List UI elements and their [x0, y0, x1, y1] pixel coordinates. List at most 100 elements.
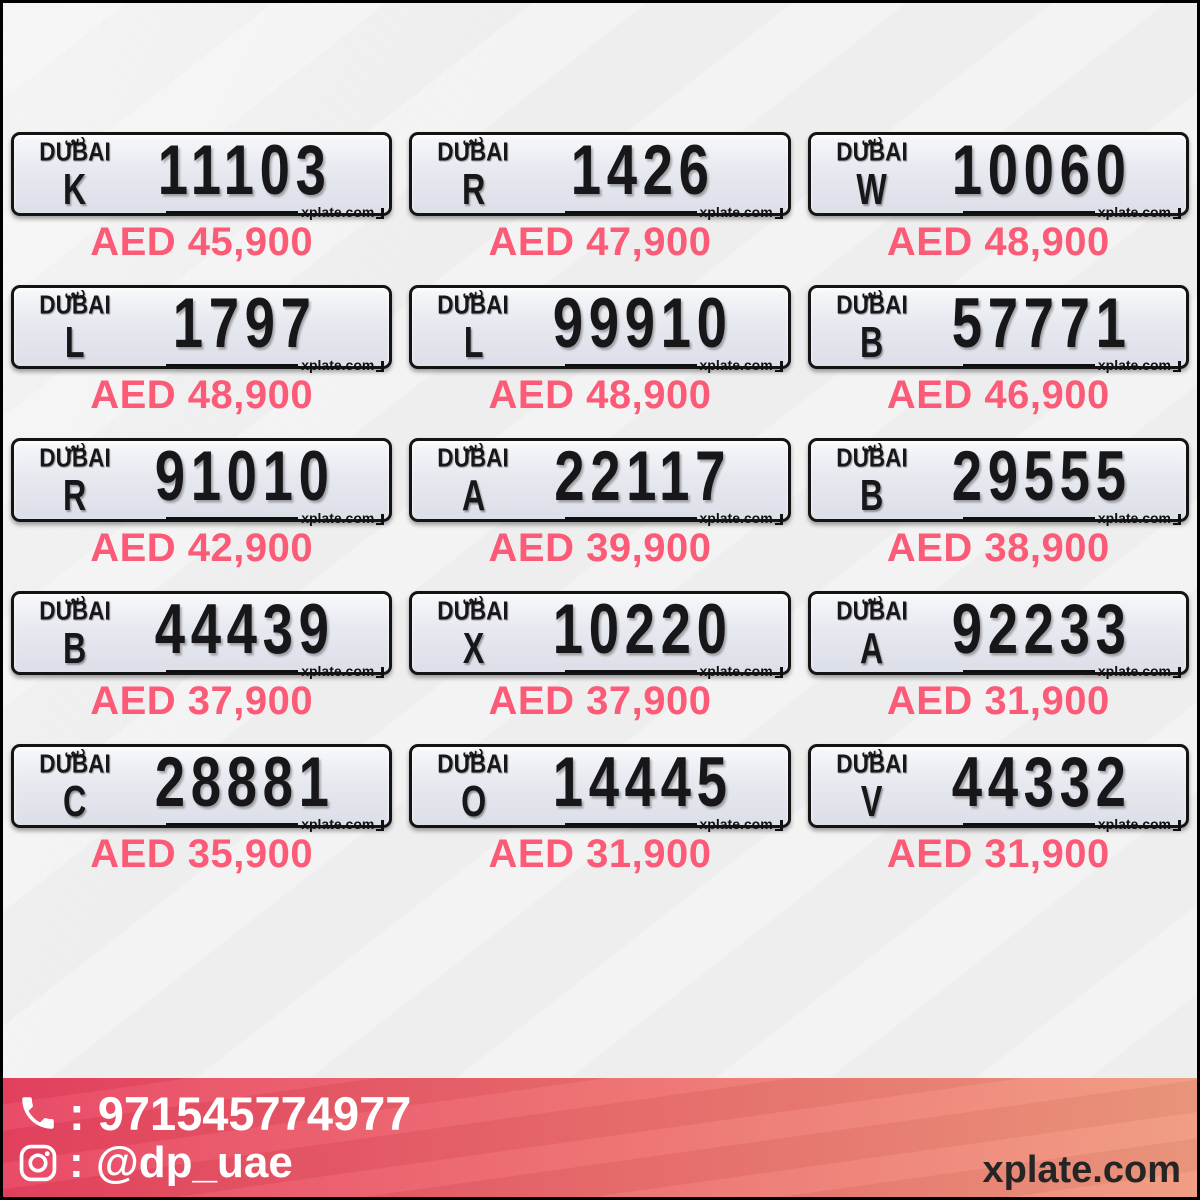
- plate-number: 44439: [154, 589, 335, 669]
- dubai-logo-arabic: دبي: [861, 282, 882, 300]
- plate-listing: دبي DUBAI B 44439 xplate.com AED 37,900: [11, 589, 393, 723]
- dubai-logo-text: DUBAI: [835, 443, 908, 474]
- plate-left-block: دبي DUBAI B: [825, 283, 919, 364]
- dubai-logo-arabic: دبي: [64, 282, 86, 300]
- dubai-logo-arabic: دبي: [463, 282, 484, 300]
- dubai-logo-arabic: دبي: [463, 435, 484, 453]
- plate-left-block: دبي DUBAI A: [825, 589, 919, 670]
- plate-listing: دبي DUBAI X 10220 xplate.com AED 37,900: [409, 589, 791, 723]
- license-plate: دبي DUBAI A 92233 xplate.com: [807, 589, 1189, 678]
- website-label: xplate.com: [982, 1149, 1181, 1191]
- plate-listing: دبي DUBAI L 1797 xplate.com AED 48,900: [11, 283, 393, 417]
- license-plate: دبي DUBAI B 29555 xplate.com: [807, 436, 1189, 525]
- plate-left-block: دبي DUBAI K: [28, 130, 122, 211]
- plate-letter-code: A: [461, 471, 485, 520]
- dubai-logo-text: DUBAI: [39, 749, 111, 780]
- dubai-logo-text: DUBAI: [835, 596, 908, 627]
- plate-watermark: xplate.com: [165, 817, 384, 831]
- plate-price: AED 37,900: [90, 679, 314, 723]
- plate-letter-code: B: [860, 471, 884, 520]
- plate-left-block: دبي DUBAI O: [426, 742, 520, 823]
- plate-price: AED 38,900: [886, 526, 1110, 570]
- plate-listing: دبي DUBAI V 44332 xplate.com AED 31,900: [807, 742, 1189, 876]
- plate-left-block: دبي DUBAI L: [28, 283, 122, 364]
- dubai-logo-arabic: دبي: [861, 588, 882, 606]
- plate-letter-code: K: [63, 165, 87, 214]
- plate-listing: دبي DUBAI W 10060 xplate.com AED 48,900: [807, 130, 1189, 264]
- dubai-logo: دبي DUBAI: [39, 742, 111, 780]
- plate-left-block: دبي DUBAI W: [825, 130, 919, 211]
- plate-left-block: دبي DUBAI A: [426, 436, 520, 517]
- plate-watermark: xplate.com: [962, 205, 1181, 219]
- license-plate: دبي DUBAI C 28881 xplate.com: [11, 742, 393, 831]
- plate-left-block: دبي DUBAI L: [426, 283, 520, 364]
- plate-listing: دبي DUBAI R 91010 xplate.com AED 42,900: [11, 436, 393, 570]
- plate-number: 14445: [553, 742, 733, 822]
- plate-price: AED 31,900: [886, 832, 1110, 876]
- plate-watermark: xplate.com: [962, 817, 1181, 831]
- plate-number: 10220: [553, 589, 733, 669]
- dubai-logo: دبي DUBAI: [39, 436, 110, 472]
- dubai-logo-text: DUBAI: [437, 749, 510, 780]
- plate-price: AED 48,900: [90, 373, 314, 417]
- plate-watermark: xplate.com: [962, 358, 1181, 372]
- dubai-logo-text: DUBAI: [437, 443, 510, 474]
- dubai-logo-arabic: دبي: [463, 588, 484, 606]
- dubai-logo-arabic: دبي: [463, 741, 484, 759]
- plate-left-block: دبي DUBAI R: [28, 436, 122, 517]
- dubai-logo-arabic: دبي: [64, 741, 86, 759]
- plate-letter-code: O: [460, 777, 486, 826]
- plate-left-block: دبي DUBAI V: [825, 742, 919, 823]
- plate-watermark: xplate.com: [165, 511, 384, 525]
- plate-number: 1426: [571, 130, 715, 210]
- dubai-logo-arabic: دبي: [64, 129, 86, 147]
- plate-watermark: xplate.com: [165, 358, 384, 372]
- dubai-logo-text: DUBAI: [39, 290, 111, 321]
- dubai-logo-text: DUBAI: [835, 749, 908, 780]
- dubai-logo-text: DUBAI: [835, 137, 908, 168]
- plate-price: AED 39,900: [488, 526, 712, 570]
- plate-price: AED 31,900: [488, 832, 712, 876]
- dubai-logo: دبي DUBAI: [835, 589, 908, 627]
- plate-left-block: دبي DUBAI C: [28, 742, 122, 823]
- license-plate: دبي DUBAI X 10220 xplate.com: [409, 589, 791, 678]
- license-plate: دبي DUBAI A 22117 xplate.com: [409, 436, 791, 525]
- plate-number: 29555: [951, 436, 1132, 516]
- plate-price: AED 31,900: [886, 679, 1110, 723]
- plates-grid: دبي DUBAI K 11103 xplate.com AED 45,900 …: [3, 3, 1197, 897]
- plate-letter-code: V: [860, 777, 883, 826]
- dubai-logo-text: DUBAI: [437, 290, 510, 321]
- instagram-icon: [19, 1144, 57, 1182]
- plate-number: 22117: [554, 436, 732, 516]
- plate-listing: دبي DUBAI A 92233 xplate.com AED 31,900: [807, 589, 1189, 723]
- plate-price: AED 42,900: [90, 526, 314, 570]
- plate-number: 91010: [154, 436, 335, 516]
- dubai-logo-arabic: دبي: [64, 588, 86, 606]
- plate-number: 10060: [951, 130, 1132, 210]
- plate-listing: دبي DUBAI K 11103 xplate.com AED 45,900: [11, 130, 393, 264]
- plate-letter-code: W: [856, 165, 887, 214]
- plate-price: AED 48,900: [886, 220, 1110, 264]
- license-plate: دبي DUBAI R 91010 xplate.com: [11, 436, 393, 525]
- plate-number: 11103: [157, 130, 332, 210]
- license-plate: دبي DUBAI K 11103 xplate.com: [11, 130, 393, 219]
- plate-listing: دبي DUBAI B 57771 xplate.com AED 46,900: [807, 283, 1189, 417]
- footer-bar: : 971545774977 : @dp_uae xplate.com: [3, 1078, 1197, 1197]
- plate-left-block: دبي DUBAI R: [426, 130, 520, 211]
- dubai-logo: دبي DUBAI: [835, 130, 908, 168]
- plate-watermark: xplate.com: [564, 358, 783, 372]
- plate-listing: دبي DUBAI R 1426 xplate.com AED 47,900: [409, 130, 791, 264]
- plate-watermark: xplate.com: [165, 664, 384, 678]
- dubai-logo: دبي DUBAI: [39, 589, 110, 625]
- plate-letter-code: X: [462, 624, 485, 673]
- license-plate: دبي DUBAI O 14445 xplate.com: [409, 742, 791, 831]
- license-plate: دبي DUBAI W 10060 xplate.com: [807, 130, 1189, 219]
- plate-left-block: دبي DUBAI X: [426, 589, 520, 670]
- dubai-logo-text: DUBAI: [437, 137, 510, 168]
- dubai-logo-text: DUBAI: [835, 290, 908, 321]
- phone-number: : 971545774977: [69, 1086, 412, 1140]
- dubai-logo: دبي DUBAI: [39, 130, 110, 166]
- plate-price: AED 47,900: [488, 220, 712, 264]
- plate-price: AED 48,900: [488, 373, 712, 417]
- plate-letter-code: R: [63, 471, 87, 520]
